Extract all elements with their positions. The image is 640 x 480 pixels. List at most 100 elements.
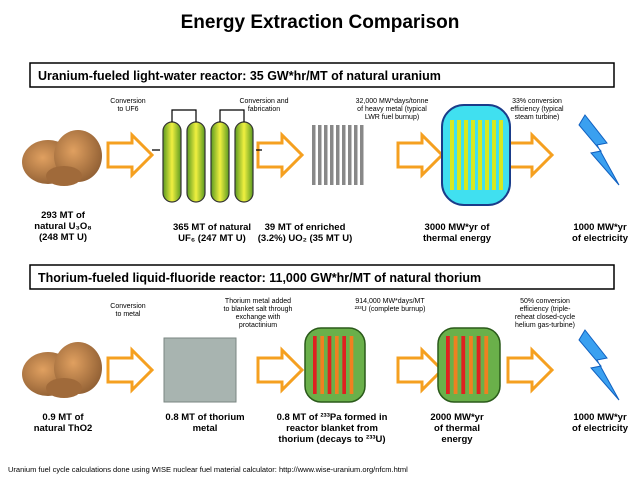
fuel-rod [342,125,346,185]
step-label: 1000 MW*yr [573,222,627,233]
step-label: natural ThO2 [34,423,93,434]
step-note: 33% conversion [512,98,562,105]
fuel-rod [478,120,482,190]
fuel-channel [327,336,332,394]
section-heading: Thorium-fueled liquid-fluoride reactor: … [38,271,481,285]
flow-arrow [106,131,155,179]
fuel-channel [313,336,317,394]
step-label: 0.9 MT of [42,412,84,423]
fuel-channel [453,336,458,394]
step-note: Thorium metal added [225,298,291,305]
step-note: helium gas-turbine) [515,322,575,329]
step-note: Conversion [110,98,146,105]
step-note: fabrication [248,106,280,113]
flow-arrow [106,346,155,394]
fuel-rod [318,125,322,185]
fuel-rod [336,125,340,185]
fuel-rod [485,120,489,190]
fuel-channel [446,336,450,394]
step-note: efficiency (triple- [520,306,572,313]
step-label: 0.8 MT of thorium [165,412,244,423]
step-label: thermal energy [423,233,492,244]
step-note: LWR fuel burnup) [365,114,419,121]
fuel-rod [499,120,503,190]
fuel-channel [349,336,354,394]
fuel-rod [354,125,358,185]
section-box [29,264,615,290]
electricity-bolt [578,329,620,401]
section-box [29,62,615,88]
section-heading: Uranium-fueled light-water reactor: 35 G… [38,69,441,83]
step-label: 2000 MW*yr [430,412,484,423]
fuel-rod [324,125,328,185]
step-note: of heavy metal (typical [357,106,427,113]
fuel-rod [348,125,352,185]
step-label: 39 MT of enriched [265,222,346,233]
step-label: 3000 MW*yr of [425,222,491,233]
step-note: 50% conversion [520,298,570,305]
flow-arrow [396,346,445,394]
step-note: reheat closed-cycle [515,314,575,321]
flow-arrow [506,131,555,179]
step-note: to metal [116,311,141,318]
flow-arrow [256,131,305,179]
fuel-channel [342,336,346,394]
thorium-metal [163,337,237,403]
conversion-column [186,121,206,203]
step-note: exchange with [236,314,281,321]
step-label: 0.8 MT of ²³³Pa formed in [277,412,388,423]
fuel-rod [330,125,334,185]
step-label: energy [441,434,473,445]
footer: Uranium fuel cycle calculations done usi… [8,465,408,474]
step-label: of electricity [572,233,629,244]
step-note: to blanket salt through [224,306,293,313]
step-note: steam turbine) [515,114,560,121]
flow-arrow [506,346,555,394]
step-note: protactinium [239,322,277,329]
step-label: (3.2%) UO₂ (35 MT U) [258,233,352,244]
step-note: efficiency (typical [510,106,564,113]
fuel-rod [450,120,454,190]
step-label: of electricity [572,423,629,434]
fuel-rod [360,125,364,185]
fuel-channel [320,336,324,394]
ore-rock [46,166,82,186]
step-label: UF₆ (247 MT U) [178,233,246,244]
column-piping [152,109,262,151]
fuel-channel [335,336,339,394]
fuel-rod [464,120,468,190]
flow-arrow [396,131,445,179]
step-label: of thermal [434,423,480,434]
electricity-bolt [578,114,620,186]
step-note: 32,000 MW*days/tonne [356,98,429,105]
step-label: reactor blanket from [286,423,378,434]
step-label: 293 MT of [41,210,86,221]
step-label: metal [193,423,218,434]
title: Energy Extraction Comparison [181,12,460,33]
fuel-channel [484,336,489,394]
fuel-rod [457,120,461,190]
fuel-channel [461,336,466,394]
step-label: 365 MT of natural [173,222,251,233]
step-note: Conversion and [239,98,288,105]
step-note: to UF6 [117,106,138,113]
step-note: Conversion [110,303,146,310]
conversion-column [210,121,230,203]
step-label: thorium (decays to ²³³U) [278,434,385,445]
fuel-channel [476,336,481,394]
ore-rock [46,378,82,398]
fuel-rod [492,120,496,190]
step-note: ²³³U (complete burnup) [355,306,426,313]
conversion-column [234,121,254,203]
fuel-rod [471,120,475,190]
step-label: 1000 MW*yr [573,412,627,423]
step-label: (248 MT U) [39,232,87,243]
conversion-column [162,121,182,203]
flow-arrow [256,346,305,394]
step-label: natural U₃O₈ [34,221,91,232]
fuel-channel [469,336,473,394]
fuel-rod [312,125,316,185]
step-note: 914,000 MW*days/MT [355,298,425,305]
